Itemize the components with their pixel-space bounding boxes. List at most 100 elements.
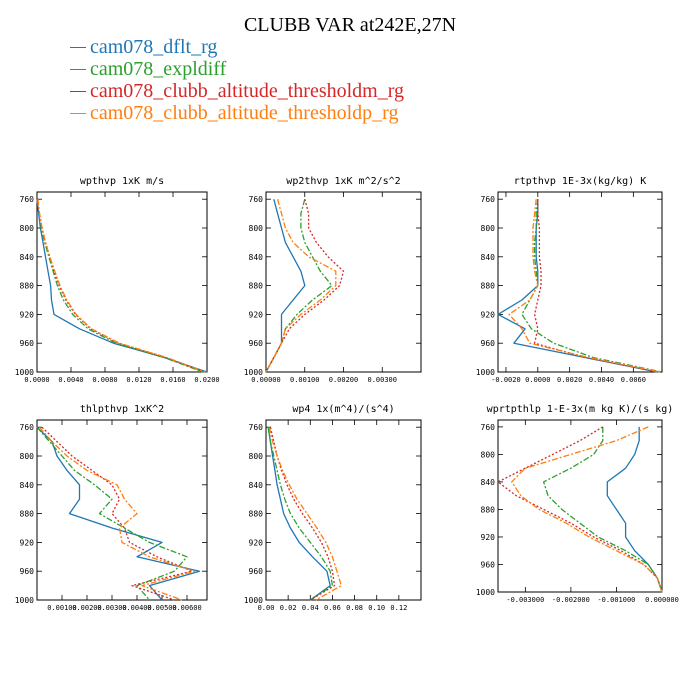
y-tick-label: 920 bbox=[481, 533, 496, 542]
plot-frame bbox=[497, 419, 663, 593]
y-tick-label: 1000 bbox=[15, 368, 34, 377]
x-tick-label: 0.0000 bbox=[525, 376, 550, 384]
legend-item: cam078_clubb_altitude_thresholdp_rg bbox=[70, 102, 404, 124]
y-tick-label: 800 bbox=[20, 224, 35, 233]
series-line-1 bbox=[267, 427, 331, 601]
y-tick-label: 800 bbox=[249, 452, 264, 461]
plot-frame bbox=[265, 419, 422, 601]
series-line-1 bbox=[606, 426, 663, 593]
x-tick-label: -0.0020 bbox=[491, 376, 521, 384]
y-tick-label: 920 bbox=[20, 310, 35, 319]
legend-item: cam078_dflt_rg bbox=[70, 36, 404, 58]
legend-swatch-thresholdp bbox=[70, 112, 86, 114]
y-tick-label: 800 bbox=[481, 450, 496, 459]
y-tick-label: 960 bbox=[249, 567, 264, 576]
series-line-2 bbox=[36, 199, 204, 373]
y-tick-label: 840 bbox=[481, 478, 496, 487]
panel-title: wp4 1x(m^4)/(s^4) bbox=[292, 404, 394, 415]
x-tick-label: 0.08 bbox=[346, 604, 363, 612]
series-line-3 bbox=[36, 199, 205, 373]
x-tick-label: 0.0080 bbox=[92, 376, 117, 384]
series-line-1 bbox=[36, 426, 201, 601]
y-tick-label: 1000 bbox=[476, 368, 495, 377]
y-tick-label: 800 bbox=[249, 224, 264, 233]
panel-1: wpthvp 1xK m/s76080084088092096010000.00… bbox=[15, 176, 220, 384]
x-tick-label: 0.0060 bbox=[621, 376, 646, 384]
y-tick-label: 840 bbox=[249, 253, 264, 262]
y-tick-label: 960 bbox=[20, 567, 35, 576]
x-tick-label: -0.003000 bbox=[506, 596, 544, 604]
series-line-4 bbox=[508, 199, 661, 373]
x-tick-label: 0.00 bbox=[258, 604, 275, 612]
y-tick-label: 880 bbox=[481, 282, 496, 291]
x-tick-label: 0.00300 bbox=[367, 376, 397, 384]
series-line-1 bbox=[265, 199, 306, 373]
panel-title: thlpthvp 1xK^2 bbox=[80, 404, 164, 415]
x-tick-label: 0.00100 bbox=[47, 604, 77, 612]
y-tick-label: 960 bbox=[481, 560, 496, 569]
x-tick-label: 0.0200 bbox=[194, 376, 219, 384]
y-tick-label: 880 bbox=[249, 510, 264, 519]
panel-title: wpthvp 1xK m/s bbox=[80, 176, 164, 187]
series-line-4 bbox=[268, 427, 342, 601]
x-tick-label: 0.0040 bbox=[58, 376, 83, 384]
legend: cam078_dflt_rg cam078_expldiff cam078_cl… bbox=[70, 36, 404, 124]
series-line-4 bbox=[37, 199, 206, 373]
y-tick-label: 760 bbox=[20, 195, 35, 204]
legend-item: cam078_expldiff bbox=[70, 58, 404, 80]
panel-title: wp2thvp 1xK m^2/s^2 bbox=[286, 176, 400, 187]
y-tick-label: 960 bbox=[20, 339, 35, 348]
x-tick-label: 0.00400 bbox=[122, 604, 152, 612]
series-line-2 bbox=[542, 426, 663, 593]
x-tick-label: 0.00200 bbox=[72, 604, 102, 612]
y-tick-label: 920 bbox=[249, 310, 264, 319]
series-line-3 bbox=[533, 199, 659, 373]
x-tick-label: 0.10 bbox=[368, 604, 385, 612]
y-tick-label: 840 bbox=[20, 481, 35, 490]
x-tick-label: 0.06 bbox=[324, 604, 341, 612]
series-line-2 bbox=[36, 426, 188, 601]
x-tick-label: -0.001000 bbox=[597, 596, 635, 604]
panel-3: rtpthvp 1E-3x(kg/kg) K 760 800 840 880 920 960… bbox=[476, 176, 663, 384]
y-tick-label: 920 bbox=[249, 538, 264, 547]
legend-swatch-expldiff bbox=[70, 68, 86, 70]
y-tick-label: 840 bbox=[481, 253, 496, 262]
y-tick-label: 760 bbox=[249, 195, 264, 204]
x-tick-label: 0.0120 bbox=[126, 376, 151, 384]
series-line-1 bbox=[36, 199, 208, 373]
plot-frame bbox=[36, 419, 208, 601]
panel-2: wp2thvp 1xK m^2/s^2 760 800 840 880 920 960 100… bbox=[244, 176, 422, 384]
series-line-2 bbox=[267, 427, 334, 601]
series-line-1 bbox=[497, 199, 658, 373]
y-tick-label: 800 bbox=[20, 452, 35, 461]
y-tick-label: 1000 bbox=[476, 588, 495, 597]
y-tick-label: 880 bbox=[249, 282, 264, 291]
y-tick-label: 920 bbox=[481, 310, 496, 319]
x-tick-label: 0.0020 bbox=[557, 376, 582, 384]
x-tick-label: 0.00000 bbox=[251, 376, 281, 384]
plot-frame bbox=[497, 191, 663, 373]
x-tick-label: 0.12 bbox=[390, 604, 407, 612]
legend-label: cam078_clubb_altitude_thresholdm_rg bbox=[90, 80, 405, 102]
series-line-2 bbox=[265, 199, 333, 373]
y-tick-label: 1000 bbox=[15, 596, 34, 605]
y-tick-label: 960 bbox=[481, 339, 496, 348]
y-tick-label: 800 bbox=[481, 224, 496, 233]
series-line-3 bbox=[269, 427, 336, 601]
legend-label: cam078_expldiff bbox=[90, 58, 227, 80]
x-tick-label: 0.0160 bbox=[160, 376, 185, 384]
x-tick-label: 0.0040 bbox=[589, 376, 614, 384]
y-tick-label: 880 bbox=[481, 505, 496, 514]
x-tick-label: 0.0000 bbox=[24, 376, 49, 384]
series-line-3 bbox=[497, 426, 663, 593]
panel-title: wprtpthlp 1-E-3x(m kg K)/(s kg) bbox=[487, 404, 674, 415]
legend-label: cam078_clubb_altitude_thresholdp_rg bbox=[90, 102, 399, 124]
legend-swatch-dflt bbox=[70, 46, 86, 48]
series-line-3 bbox=[265, 199, 345, 373]
x-tick-label: 0.000000 bbox=[645, 596, 679, 604]
y-tick-label: 920 bbox=[20, 538, 35, 547]
legend-item: cam078_clubb_altitude_thresholdm_rg bbox=[70, 80, 404, 102]
legend-label: cam078_dflt_rg bbox=[90, 36, 218, 58]
series-line-4 bbox=[39, 426, 196, 601]
